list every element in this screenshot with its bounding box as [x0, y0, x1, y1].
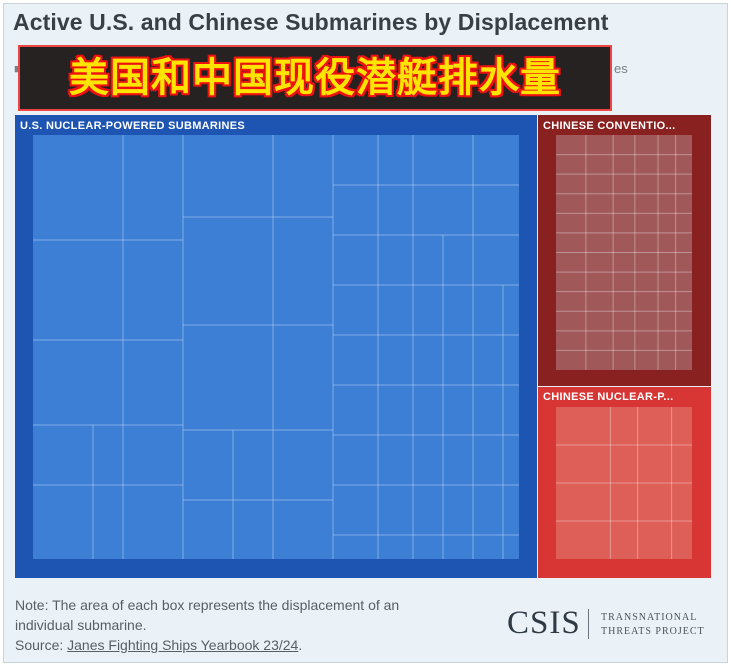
logo-divider — [588, 609, 589, 639]
group-label-cn-nuclear: CHINESE NUCLEAR-P... — [543, 391, 674, 403]
logo-subtitle: TRANSNATIONAL THREATS PROJECT — [601, 611, 705, 639]
cell-area-cn-conventional — [556, 135, 692, 370]
chart-title: Active U.S. and Chinese Submarines by Di… — [13, 9, 609, 35]
group-label-cn-conventional: CHINESE CONVENTIO... — [543, 120, 676, 132]
legend-fragment-right: es — [614, 61, 628, 76]
caption-text: 美国和中国现役潜艇排水量 — [69, 55, 561, 101]
caption-overlay: 美国和中国现役潜艇排水量 — [18, 45, 612, 111]
csis-logo: CSIS — [507, 605, 581, 641]
cell-area-us-nuclear — [33, 135, 519, 559]
source-prefix: Source: — [15, 637, 68, 653]
treemap-svg — [15, 115, 711, 578]
chart-note: Note: The area of each box represents th… — [15, 595, 485, 655]
source-line: Source: Janes Fighting Ships Yearbook 23… — [15, 635, 485, 655]
treemap-chart: U.S. NUCLEAR-POWERED SUBMARINES CHINESE … — [15, 115, 711, 578]
source-link[interactable]: Janes Fighting Ships Yearbook 23/24 — [67, 637, 299, 653]
logo-sub-line-2: THREATS PROJECT — [601, 626, 705, 637]
note-line-2: individual submarine. — [15, 617, 147, 633]
logo-sub-line-1: TRANSNATIONAL — [601, 612, 698, 623]
cell-area-cn-nuclear — [556, 407, 692, 559]
group-label-us-nuclear: U.S. NUCLEAR-POWERED SUBMARINES — [20, 120, 246, 132]
legend-fragment-left: ■ — [14, 61, 22, 76]
note-line-1: Note: The area of each box represents th… — [15, 597, 400, 613]
source-suffix: . — [298, 637, 303, 653]
